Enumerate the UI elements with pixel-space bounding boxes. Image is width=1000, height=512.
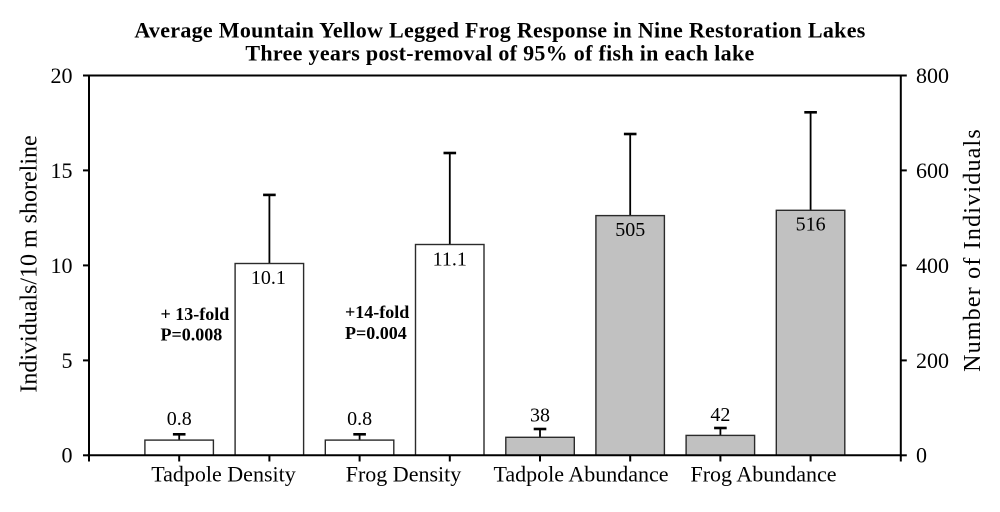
svg-text:Number of Individuals: Number of Individuals xyxy=(960,128,986,372)
svg-text:0.8: 0.8 xyxy=(167,408,192,430)
svg-text:5: 5 xyxy=(62,348,73,373)
svg-text:0.8: 0.8 xyxy=(347,408,372,430)
svg-text:Tadpole Density: Tadpole Density xyxy=(151,461,295,486)
svg-text:10.1: 10.1 xyxy=(251,267,286,289)
svg-text:42: 42 xyxy=(710,404,730,426)
svg-text:505: 505 xyxy=(615,219,645,241)
svg-text:Three years post-removal of 95: Three years post-removal of 95% of fish … xyxy=(245,41,754,66)
svg-text:P=0.004: P=0.004 xyxy=(345,323,407,343)
svg-text:11.1: 11.1 xyxy=(433,249,467,271)
svg-text:+ 13-fold: + 13-fold xyxy=(161,304,230,324)
svg-text:800: 800 xyxy=(916,63,949,88)
svg-text:200: 200 xyxy=(916,348,949,373)
svg-text:516: 516 xyxy=(796,214,826,236)
svg-text:400: 400 xyxy=(916,253,949,278)
svg-text:10: 10 xyxy=(51,253,73,278)
svg-text:Frog Abundance: Frog Abundance xyxy=(690,461,836,486)
svg-text:15: 15 xyxy=(51,158,73,183)
svg-text:Individuals/10 m shoreline: Individuals/10 m shoreline xyxy=(17,135,43,392)
svg-text:0: 0 xyxy=(62,443,73,468)
svg-text:20: 20 xyxy=(51,63,73,88)
svg-text:+14-fold: +14-fold xyxy=(345,302,409,322)
svg-text:Frog Density: Frog Density xyxy=(346,461,462,486)
svg-text:0: 0 xyxy=(916,443,927,468)
svg-text:Tadpole Abundance: Tadpole Abundance xyxy=(493,461,668,486)
svg-text:600: 600 xyxy=(916,158,949,183)
svg-text:Average Mountain Yellow Legged: Average Mountain Yellow Legged Frog Resp… xyxy=(134,17,865,42)
svg-text:38: 38 xyxy=(530,405,550,427)
svg-text:P=0.008: P=0.008 xyxy=(161,325,223,345)
